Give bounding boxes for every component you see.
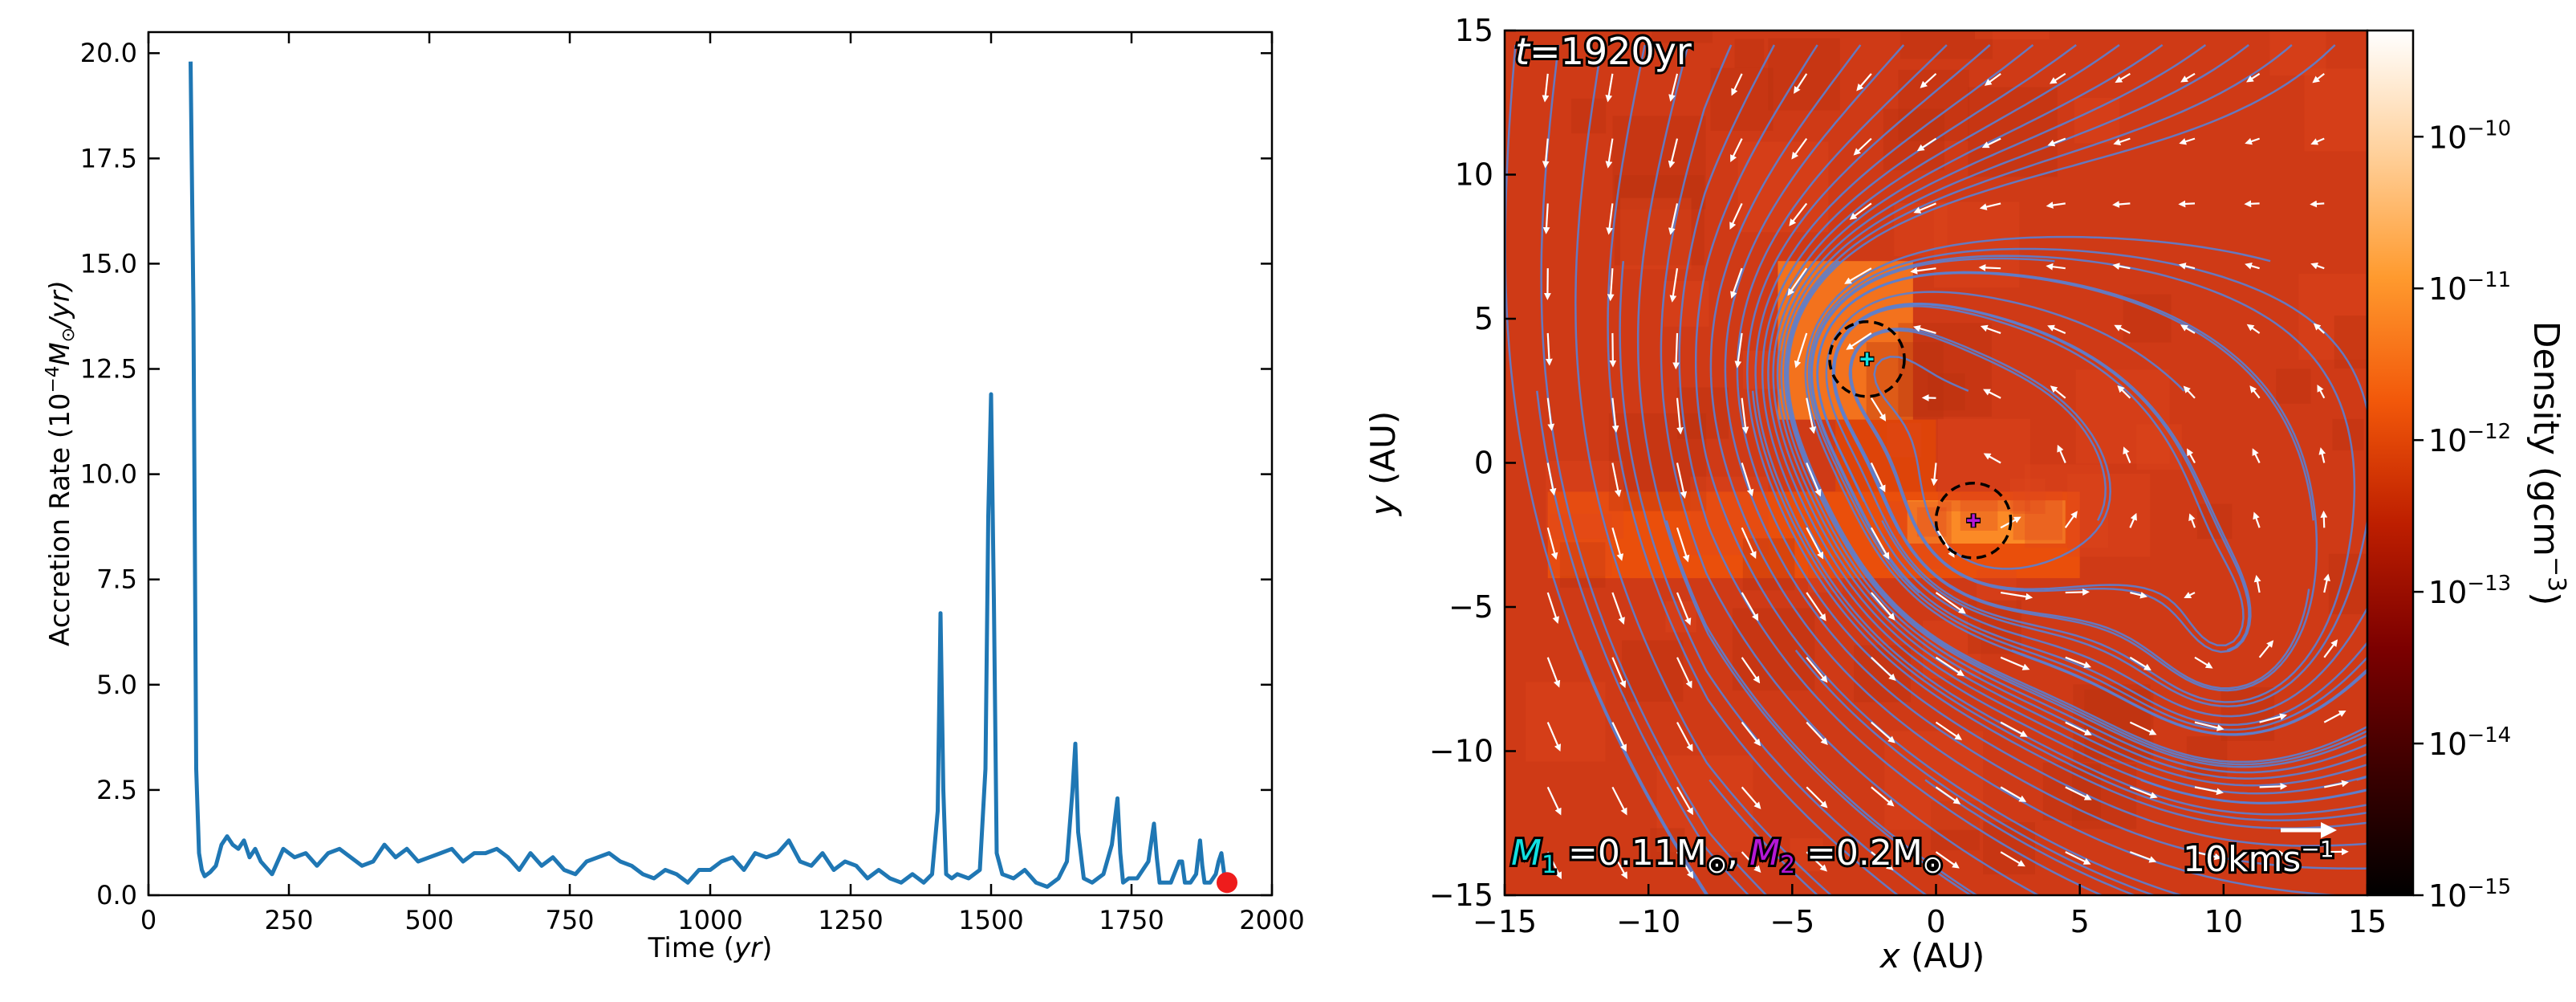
accretion-rate-line xyxy=(191,62,1228,887)
colorbar-tick-label: 10−12 xyxy=(2428,420,2511,458)
y-tick-label: 0 xyxy=(1474,446,1493,481)
y-tick-label: 20.0 xyxy=(80,38,137,68)
density-cell xyxy=(1975,0,2050,39)
x-tick-label: 15 xyxy=(2348,904,2387,939)
left-ticks: 0 250 500 750 1000 1250 1500 1750 2000 0.0 2.5 5.0 7… xyxy=(80,32,1305,935)
x-tick-label: 2000 xyxy=(1239,905,1304,935)
density-cell xyxy=(1622,641,1683,702)
y-tick-label: 15.0 xyxy=(80,248,137,279)
y-tick-label: 17.5 xyxy=(80,143,137,173)
m1-symbol: M xyxy=(1511,833,1542,874)
left-plot-frame xyxy=(148,32,1272,895)
x-tick-label: 750 xyxy=(545,905,594,935)
m2-subscript: 2 xyxy=(1780,851,1795,879)
x-tick-label: 1000 xyxy=(677,905,742,935)
x-tick-label: −5 xyxy=(1769,904,1814,939)
density-cell xyxy=(2136,424,2181,470)
y-tick-label: 5 xyxy=(1474,301,1493,336)
x-tick-label: 250 xyxy=(264,905,313,935)
colorbar-tick-label: 10−15 xyxy=(2428,875,2511,914)
right-x-axis-label: x (AU) xyxy=(1879,936,1985,976)
right-y-axis-label: y (AU) xyxy=(1363,411,1403,517)
velocity-arrow xyxy=(2260,786,2285,787)
density-cell xyxy=(1526,682,1605,761)
time-label: t=1920yr xyxy=(1515,30,1692,73)
density-cell xyxy=(1711,68,1774,131)
x-tick-label: 1750 xyxy=(1099,905,1164,935)
x-tick-label: 10 xyxy=(2204,904,2243,939)
density-cell xyxy=(2276,369,2310,404)
y-tick-label: −15 xyxy=(1429,878,1493,913)
velocity-arrow xyxy=(2180,203,2195,204)
left-x-axis-label: Time (yr) xyxy=(648,932,773,964)
y-tick-label: 15 xyxy=(1455,13,1493,48)
colorbar-tick-label: 10−14 xyxy=(2428,723,2511,762)
velocity-arrow xyxy=(2324,513,2325,528)
m1-subscript: 1 xyxy=(1542,851,1557,879)
colorbar-ticks: 10−15 10−14 10−13 10−12 10−11 10−10 xyxy=(2413,116,2511,914)
mass-label: M1 =0.11M⊙, M2 =0.2M⊙ xyxy=(1511,833,1943,879)
density-cell xyxy=(1900,0,1993,59)
x-tick-label: 0 xyxy=(1926,904,1945,939)
colorbar: 10−15 10−14 10−13 10−12 10−11 10−10 Density (… xyxy=(2367,31,2570,914)
y-tick-label: 12.5 xyxy=(80,354,137,385)
left-y-axis-label: Accretion Rate (10−4M⊙/yr) xyxy=(43,280,79,646)
velocity-arrow xyxy=(1981,267,2001,268)
density-cell xyxy=(1768,39,1840,111)
density-cell xyxy=(1938,419,2030,511)
x-tick-label: 500 xyxy=(404,905,453,935)
colorbar-tick-label: 10−13 xyxy=(2428,572,2511,610)
x-tick-label: 5 xyxy=(2070,904,2090,939)
y-tick-label: 2.5 xyxy=(96,775,137,805)
x-tick-label: 0 xyxy=(140,905,156,935)
velocity-arrow xyxy=(2312,203,2324,204)
density-cell xyxy=(2332,419,2363,450)
velocity-arrow xyxy=(1612,333,1613,365)
density-cell xyxy=(1620,198,1692,270)
y-tick-label: 10.0 xyxy=(80,459,137,490)
density-cell xyxy=(1887,423,1921,458)
x-tick-label: −10 xyxy=(1616,904,1680,939)
y-tick-label: 7.5 xyxy=(96,564,137,595)
x-tick-label: 1250 xyxy=(818,905,883,935)
velocity-arrow xyxy=(2066,592,2088,593)
colorbar-tick-label: 10−11 xyxy=(2428,268,2511,307)
density-cell xyxy=(2043,763,2101,821)
velocity-arrow xyxy=(2246,203,2260,204)
x-tick-label: 1500 xyxy=(958,905,1023,935)
density-cell xyxy=(2269,19,2326,75)
y-tick-label: 0.0 xyxy=(96,880,137,910)
velocity-arrow xyxy=(2115,203,2131,205)
colorbar-gradient xyxy=(2367,31,2413,895)
y-tick-label: 5.0 xyxy=(96,670,137,700)
density-cell xyxy=(1735,39,1764,68)
colorbar-tick-label: 10−10 xyxy=(2428,116,2511,155)
y-tick-label: 10 xyxy=(1455,157,1493,193)
density-cell xyxy=(1898,323,1991,417)
y-tick-label: −5 xyxy=(1448,589,1493,625)
y-tick-label: −10 xyxy=(1429,734,1493,769)
current-time-marker xyxy=(1217,872,1237,893)
density-cell xyxy=(1550,514,1612,576)
colorbar-label: Density (gcm−3) xyxy=(2525,321,2570,606)
m2-symbol: M xyxy=(1749,833,1780,874)
accretion-rate-chart: 0 250 500 750 1000 1250 1500 1750 2000 0.0 2.5 5.0 7… xyxy=(43,32,1305,964)
